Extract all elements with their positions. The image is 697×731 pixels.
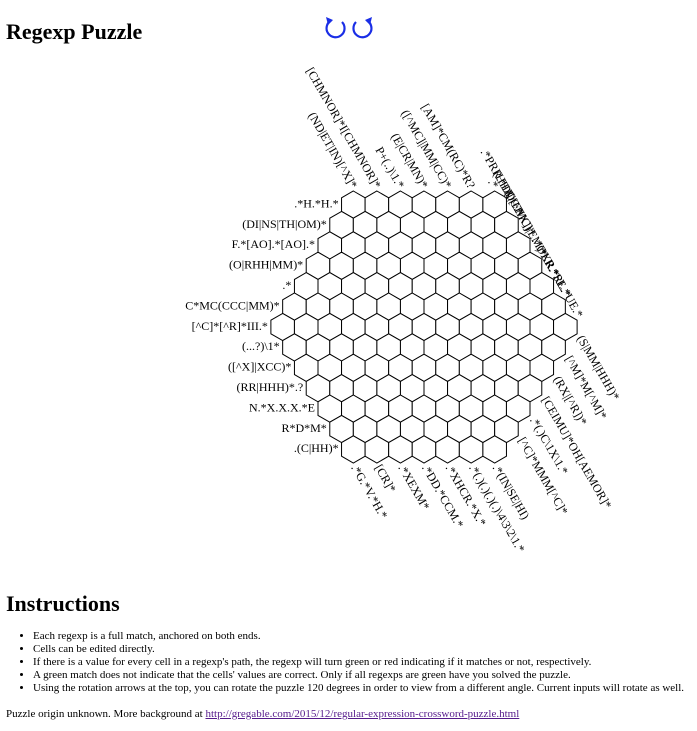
regex-clue-left: (...?)\1* [242,339,280,353]
regex-clue-left: C*MC(CCC|MM)* [185,298,279,312]
instruction-item: Each regexp is a full match, anchored on… [33,630,697,643]
regex-clue-left: N.*X.X.X.*E [249,400,315,414]
instruction-item: A green match does not indicate that the… [33,669,697,682]
instruction-item: If there is a value for every cell in a … [33,656,697,669]
rotation-controls [322,15,378,41]
regex-clue-left: F.*[AO].*[AO].* [232,237,315,251]
regex-clue-left: .* [282,278,291,292]
regex-clue-left: .(C|HH)* [294,441,339,455]
hex-cell[interactable] [482,435,507,464]
instructions-heading: Instructions [6,591,120,616]
instructions-list: Each regexp is a full match, anchored on… [16,630,697,695]
rotate-counterclockwise-icon[interactable] [322,15,348,41]
origin-text: Puzzle origin unknown. More background a… [6,708,206,720]
page-title: Regexp Puzzle [6,19,143,44]
instruction-item: Using the rotation arrows at the top, yo… [33,682,697,695]
background-link[interactable]: http://gregable.com/2015/12/regular-expr… [205,708,520,720]
regex-clue-left: (O|RHH|MM)* [229,258,303,272]
regex-clue-left: (DI|NS|TH|OM)* [242,217,327,231]
regex-clue-left: (RR|HHH)*.? [236,380,303,394]
hex-grid [270,190,578,464]
regex-clue-left: .*H.*H.* [294,196,338,210]
rotate-clockwise-icon[interactable] [350,15,376,41]
origin-note: Puzzle origin unknown. More background a… [6,708,519,721]
instruction-item: Cells can be edited directly. [33,643,697,656]
regex-clue-left: ([^X]|XCC)* [228,360,291,374]
regex-clue-left: [^C]*[^R]*III.* [192,319,268,333]
regex-clue-left: R*D*M* [281,421,326,435]
puzzle-board: .*H.*H.* (DI|NS|TH|OM)* F.*[AO].*[AO].* (O|… [185,65,622,555]
